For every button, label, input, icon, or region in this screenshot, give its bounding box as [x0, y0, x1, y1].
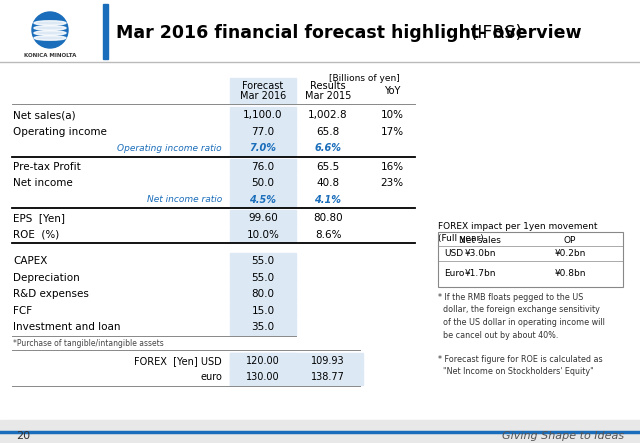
Bar	[230, 159, 296, 174]
Text: 17%: 17%	[380, 127, 404, 137]
Ellipse shape	[34, 21, 66, 25]
Text: FOREX  [Yen] USD: FOREX [Yen] USD	[134, 356, 222, 366]
Bar	[230, 353, 296, 368]
Text: 20: 20	[16, 431, 30, 441]
Text: EPS  [Yen]: EPS [Yen]	[13, 213, 65, 223]
Text: YoY: YoY	[384, 86, 400, 96]
Text: ¥0.8bn: ¥0.8bn	[554, 269, 586, 279]
Text: 138.77: 138.77	[311, 372, 345, 382]
Bar	[230, 107, 296, 123]
Text: USD: USD	[444, 249, 463, 259]
Text: 65.8: 65.8	[316, 127, 340, 137]
Text: 80.0: 80.0	[252, 289, 275, 299]
Text: 1,100.0: 1,100.0	[243, 110, 283, 120]
Bar	[230, 253, 296, 268]
Text: 109.93: 109.93	[311, 356, 345, 366]
Bar	[230, 369, 363, 385]
Text: 77.0: 77.0	[252, 127, 275, 137]
Text: 7.0%: 7.0%	[250, 143, 276, 153]
Text: Net sales: Net sales	[459, 236, 501, 245]
Text: Net income ratio: Net income ratio	[147, 195, 222, 204]
Text: Operating income: Operating income	[13, 127, 107, 137]
Text: 35.0: 35.0	[252, 322, 275, 332]
Text: 6.6%: 6.6%	[314, 143, 342, 153]
Text: 130.00: 130.00	[246, 372, 280, 382]
Bar	[230, 303, 296, 318]
Text: 99.60: 99.60	[248, 213, 278, 223]
Bar	[230, 369, 296, 385]
Text: 10%: 10%	[381, 110, 403, 120]
Text: 15.0: 15.0	[252, 306, 275, 316]
Text: FOREX impact per 1yen movement
(Full year): FOREX impact per 1yen movement (Full yea…	[438, 222, 598, 243]
Bar	[438, 232, 623, 287]
Text: 10.0%: 10.0%	[246, 230, 280, 240]
Text: Net sales(a): Net sales(a)	[13, 110, 76, 120]
Text: Mar 2015: Mar 2015	[305, 91, 351, 101]
Text: 65.5: 65.5	[316, 162, 340, 172]
Bar	[230, 78, 296, 104]
Text: 1,002.8: 1,002.8	[308, 110, 348, 120]
Text: 16%: 16%	[380, 162, 404, 172]
Text: Mar 2016: Mar 2016	[240, 91, 286, 101]
Text: 23%: 23%	[380, 178, 404, 188]
Bar	[230, 210, 296, 225]
Text: (IFRS): (IFRS)	[465, 24, 522, 42]
Text: Operating income ratio: Operating income ratio	[117, 144, 222, 153]
Text: R&D expenses: R&D expenses	[13, 289, 89, 299]
Bar	[230, 286, 296, 302]
Text: Forecast: Forecast	[243, 81, 284, 91]
Text: Investment and loan: Investment and loan	[13, 322, 120, 332]
Text: ¥0.2bn: ¥0.2bn	[554, 249, 586, 259]
Text: * Forecast figure for ROE is calculated as
  "Net Income on Stockholders' Equity: * Forecast figure for ROE is calculated …	[438, 355, 603, 377]
Bar	[230, 175, 296, 190]
Ellipse shape	[34, 36, 66, 40]
Text: 55.0: 55.0	[252, 273, 275, 283]
Bar	[0, 420, 640, 443]
Text: 4.1%: 4.1%	[314, 195, 342, 205]
Ellipse shape	[34, 26, 66, 30]
Ellipse shape	[34, 31, 66, 35]
Text: 55.0: 55.0	[252, 256, 275, 266]
Text: euro: euro	[200, 372, 222, 382]
Bar	[230, 124, 296, 139]
Text: 80.80: 80.80	[313, 213, 343, 223]
Bar	[230, 140, 296, 155]
Text: FCF: FCF	[13, 306, 32, 316]
Text: Results: Results	[310, 81, 346, 91]
Bar	[230, 269, 296, 285]
Bar	[230, 353, 363, 368]
Bar	[0, 0, 640, 62]
Bar	[230, 319, 296, 334]
Text: *Purchase of tangible/intangible assets: *Purchase of tangible/intangible assets	[13, 339, 164, 348]
Bar	[230, 226, 296, 242]
Text: ROE  (%): ROE (%)	[13, 230, 60, 240]
Text: Mar 2016 financial forecast highlight- overview: Mar 2016 financial forecast highlight- o…	[116, 24, 582, 42]
Text: 4.5%: 4.5%	[250, 195, 276, 205]
Text: 8.6%: 8.6%	[315, 230, 341, 240]
Text: Euro: Euro	[444, 269, 465, 279]
Text: 120.00: 120.00	[246, 356, 280, 366]
Text: Net income: Net income	[13, 178, 73, 188]
Text: OP: OP	[564, 236, 576, 245]
Text: Depreciation: Depreciation	[13, 273, 80, 283]
Text: 76.0: 76.0	[252, 162, 275, 172]
Text: Pre-tax Profit: Pre-tax Profit	[13, 162, 81, 172]
Bar	[103, 4, 108, 59]
Text: ¥1.7bn: ¥1.7bn	[464, 269, 496, 279]
Text: KONICA MINOLTA: KONICA MINOLTA	[24, 53, 76, 58]
Text: ¥3.0bn: ¥3.0bn	[464, 249, 496, 259]
Circle shape	[32, 12, 68, 48]
Text: 40.8: 40.8	[316, 178, 340, 188]
Bar	[230, 191, 296, 207]
Text: * If the RMB floats pegged to the US
  dollar, the foreign exchange sensitivity
: * If the RMB floats pegged to the US dol…	[438, 293, 605, 339]
Text: Giving Shape to Ideas: Giving Shape to Ideas	[502, 431, 624, 441]
Text: CAPEX: CAPEX	[13, 256, 47, 266]
Text: 50.0: 50.0	[252, 178, 275, 188]
Text: [Billions of yen]: [Billions of yen]	[329, 74, 400, 83]
